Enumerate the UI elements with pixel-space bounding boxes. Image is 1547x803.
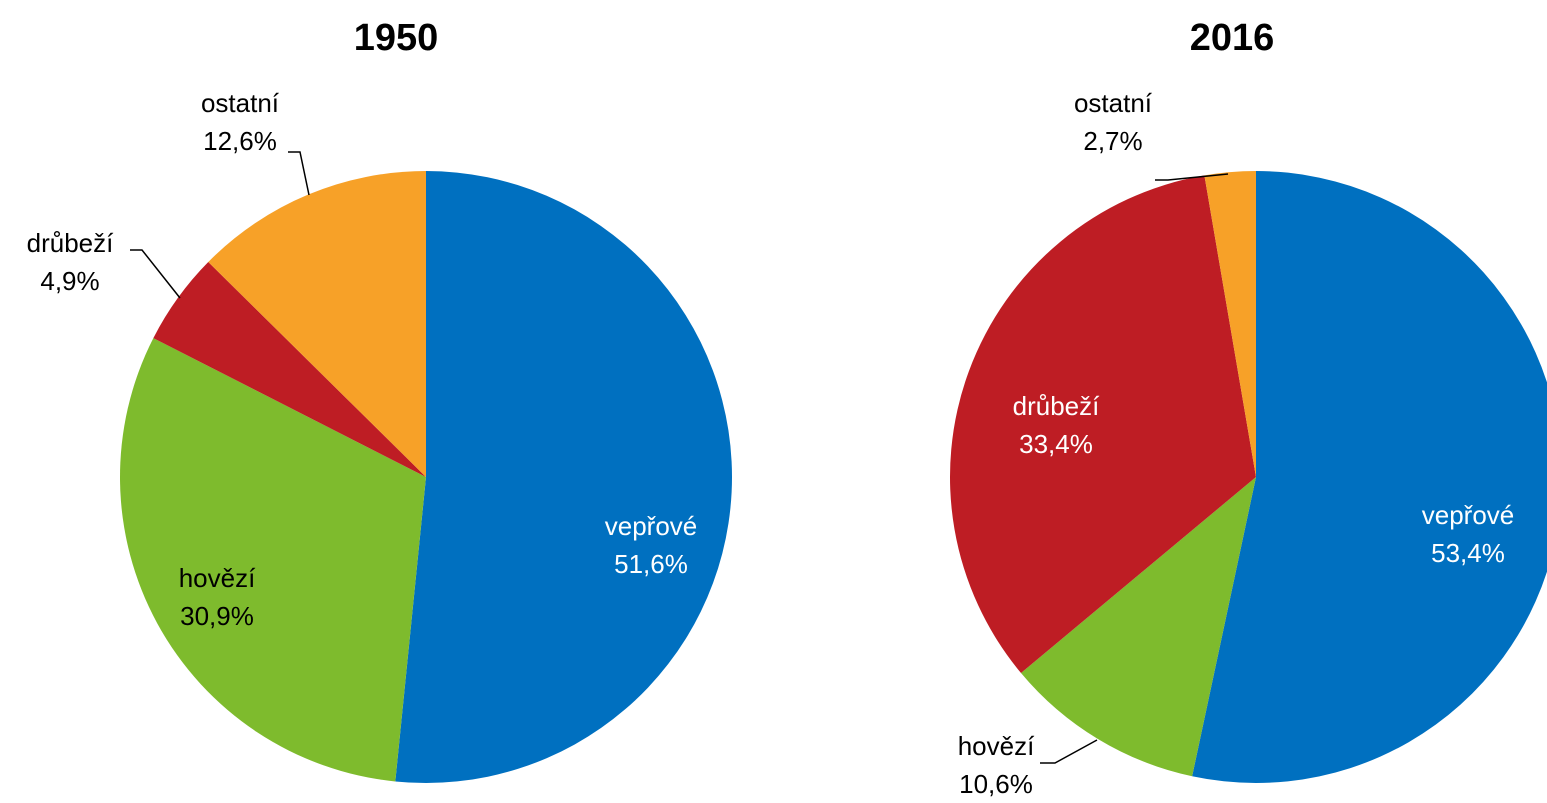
slice-category-label: drůbeží — [27, 228, 114, 258]
slice-category-label: vepřové — [1422, 500, 1515, 530]
pie-slice — [1204, 171, 1256, 477]
pie-slice — [1021, 477, 1256, 777]
pie-slice — [120, 338, 426, 782]
slice-value-label: 12,6% — [203, 126, 277, 156]
slice-category-label: drůbeží — [1013, 391, 1100, 421]
slice-category-label: ostatní — [1074, 88, 1153, 118]
pie-slice — [1192, 171, 1547, 783]
slice-value-label: 51,6% — [614, 549, 688, 579]
slice-value-label: 10,6% — [959, 769, 1033, 799]
leader-line — [130, 249, 181, 299]
slice-category-label: vepřové — [605, 511, 698, 541]
pie-slice — [395, 171, 733, 783]
slice-value-label: 4,9% — [40, 266, 99, 296]
pie-slice — [153, 261, 427, 477]
slice-value-label: 30,9% — [180, 601, 254, 631]
slice-value-label: 33,4% — [1019, 429, 1093, 459]
leader-line — [1155, 173, 1229, 181]
slice-value-label: 53,4% — [1431, 538, 1505, 568]
slice-category-label: hovězí — [179, 563, 256, 593]
chart-title: 2016 — [1190, 17, 1275, 59]
chart-title: 1950 — [354, 17, 439, 59]
pie-slice — [950, 175, 1256, 673]
pie-slice — [208, 171, 426, 477]
slice-value-label: 2,7% — [1083, 126, 1142, 156]
slice-category-label: ostatní — [201, 88, 280, 118]
slice-category-label: hovězí — [958, 731, 1035, 761]
leader-line — [1040, 739, 1098, 764]
leader-line — [288, 151, 310, 196]
